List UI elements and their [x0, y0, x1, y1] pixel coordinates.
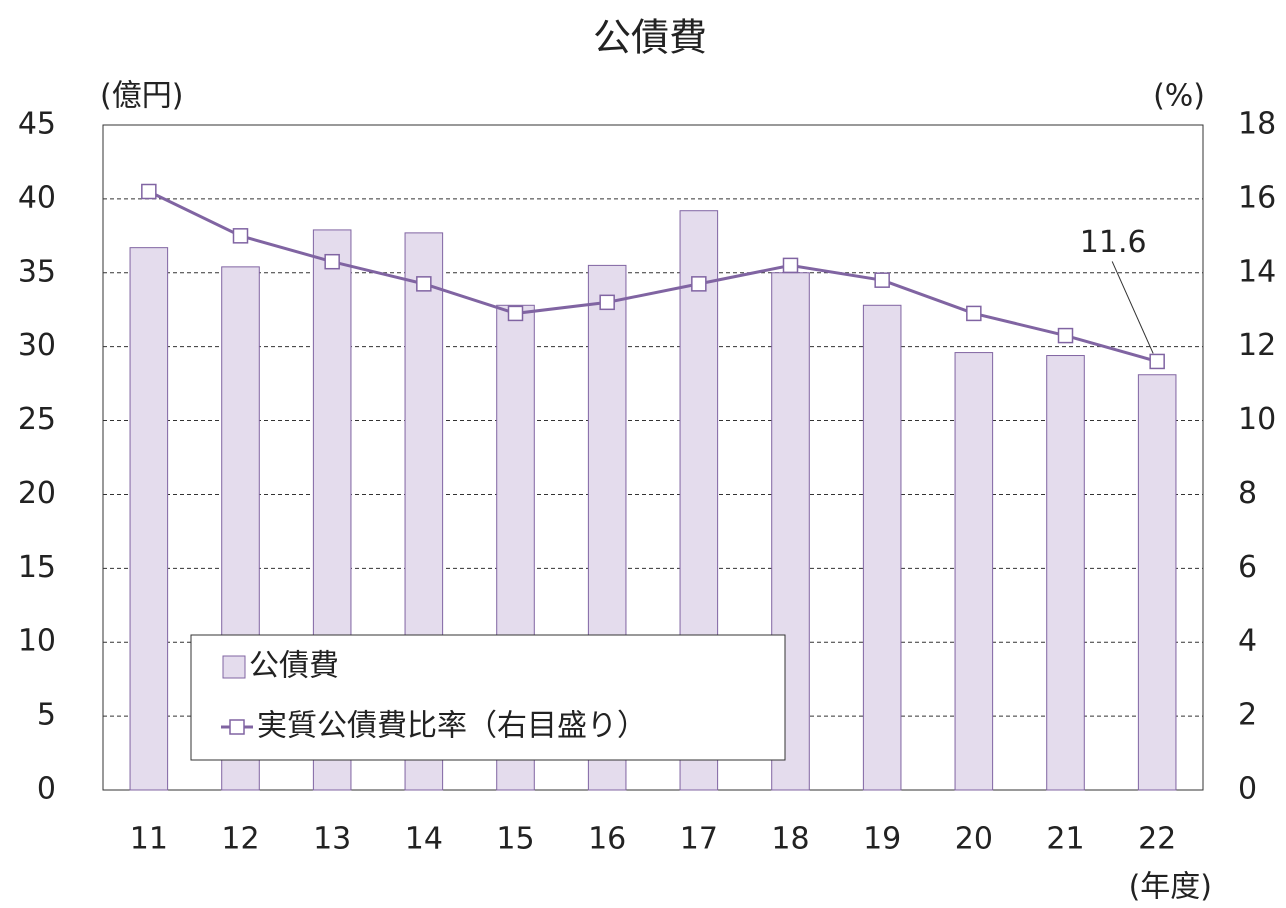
legend-box [190, 634, 786, 761]
y2-tick-label: 14 [1238, 254, 1276, 289]
bar [954, 352, 994, 791]
line [148, 190, 1158, 363]
bar [771, 272, 810, 791]
y2-tick-label: 18 [1238, 107, 1276, 142]
annotation-leader [1111, 261, 1154, 354]
x-axis-label: (年度) [1129, 870, 1212, 905]
marker [1057, 327, 1074, 344]
y-tick-label: 40 [18, 180, 56, 215]
marker [1149, 353, 1165, 370]
y-tick-label: 10 [18, 624, 56, 659]
chart-title: 公債費 [593, 16, 707, 60]
y2-axis-label: (%) [1153, 79, 1205, 114]
x-tick-label: 19 [863, 822, 901, 857]
y2-tick-label: 8 [1238, 476, 1257, 511]
x-tick-label: 17 [680, 822, 718, 857]
y2-tick-label: 2 [1238, 698, 1257, 733]
marker [416, 276, 432, 292]
y2-tick-label: 10 [1238, 402, 1276, 437]
x-tick-label: 18 [771, 822, 809, 857]
bar [862, 304, 902, 791]
x-tick-label: 14 [405, 822, 443, 857]
marker [507, 305, 524, 322]
bar [129, 247, 169, 791]
x-tick-label: 11 [130, 822, 168, 857]
bar [1137, 374, 1177, 791]
x-tick-label: 16 [588, 822, 626, 857]
y-tick-label: 20 [18, 476, 56, 511]
y2-tick-label: 0 [1238, 772, 1257, 807]
y2-tick-label: 6 [1238, 550, 1257, 585]
y-tick-label: 15 [18, 550, 56, 585]
marker [141, 183, 157, 200]
y-tick-label: 35 [18, 254, 56, 289]
marker [782, 257, 799, 274]
legend-label: 実質公債費比率（右目盛り） [257, 709, 647, 744]
y-axis-label: (億円) [100, 79, 183, 114]
x-tick-label: 22 [1138, 822, 1176, 857]
bar [1046, 355, 1085, 791]
legend-swatch-marker [229, 719, 245, 735]
plot-frame [102, 124, 1204, 791]
x-tick-label: 13 [313, 822, 351, 857]
x-tick-label: 21 [1046, 822, 1084, 857]
x-tick-label: 12 [221, 822, 259, 857]
marker [691, 276, 707, 292]
legend-label: 公債費 [249, 649, 339, 684]
legend-swatch [222, 655, 246, 679]
y-tick-label: 5 [37, 698, 56, 733]
y-tick-label: 45 [18, 107, 56, 142]
marker [966, 305, 982, 322]
marker [874, 272, 890, 288]
y2-tick-label: 4 [1238, 624, 1257, 659]
marker [232, 228, 249, 244]
y2-tick-label: 12 [1238, 328, 1276, 363]
y-tick-label: 0 [37, 772, 56, 807]
x-tick-label: 15 [496, 822, 534, 857]
y2-tick-label: 16 [1238, 180, 1276, 215]
marker [599, 294, 615, 311]
y-tick-label: 25 [18, 402, 56, 437]
x-tick-label: 20 [955, 822, 993, 857]
y-tick-label: 30 [18, 328, 56, 363]
data-label: 11.6 [1080, 225, 1147, 260]
marker [324, 253, 340, 270]
